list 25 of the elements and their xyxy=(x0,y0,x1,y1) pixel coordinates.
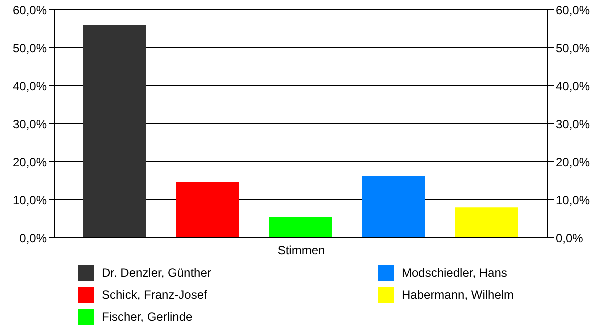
bar xyxy=(176,182,239,238)
bar xyxy=(362,176,425,238)
text: 10,0% xyxy=(556,193,590,208)
y-tick-label: 50,0% xyxy=(12,41,48,56)
y-tick-label: 30,0% xyxy=(12,117,48,132)
legend-label: Fischer, Gerlinde xyxy=(102,310,193,324)
y-tick-label: 40,0% xyxy=(12,79,48,94)
text: 30,0% xyxy=(556,117,590,132)
legend-label: Schick, Franz-Josef xyxy=(102,288,208,302)
y-tick-label: 60,0% xyxy=(12,3,48,18)
text: 40,0% xyxy=(556,79,590,94)
x-tick-label: Stimmen xyxy=(278,244,326,258)
y-tick-label: 0,0% xyxy=(20,231,48,246)
y-tick-label: 10,0% xyxy=(12,193,48,208)
legend-label: Modschiedler, Hans xyxy=(402,266,508,280)
text: 60,0% xyxy=(556,3,590,18)
bar xyxy=(269,217,332,238)
legend-label: Habermann, Wilhelm xyxy=(402,288,514,302)
legend-label: Dr. Denzler, Günther xyxy=(102,266,212,280)
y-tick-label: 20,0% xyxy=(12,155,48,170)
text: 0,0% xyxy=(556,231,584,246)
text: 20,0% xyxy=(556,155,590,170)
bar xyxy=(455,208,518,238)
bar xyxy=(83,25,146,238)
text: 50,0% xyxy=(556,41,590,56)
